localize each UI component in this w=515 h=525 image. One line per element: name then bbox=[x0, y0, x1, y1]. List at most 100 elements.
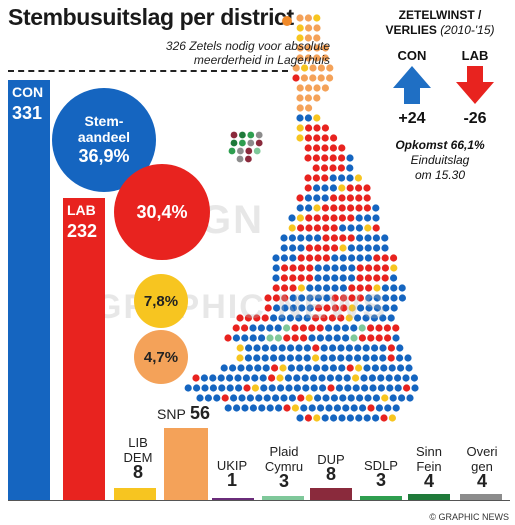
constituency-dot bbox=[363, 194, 371, 202]
constituency-dot bbox=[217, 374, 225, 382]
constituency-dot bbox=[192, 374, 200, 382]
party-sinnfein: Sinn Fein 4 bbox=[404, 444, 454, 491]
constituency-dot bbox=[356, 234, 364, 242]
constituency-dot bbox=[305, 394, 313, 402]
constituency-dot bbox=[322, 214, 330, 222]
constituency-dot bbox=[213, 394, 221, 402]
constituency-dot bbox=[339, 284, 347, 292]
credit: © GRAPHIC NEWS bbox=[429, 512, 509, 522]
constituency-dot bbox=[384, 334, 392, 342]
ni-constituency-dot bbox=[247, 139, 255, 147]
constituency-dot bbox=[296, 84, 304, 92]
constituency-dot bbox=[306, 304, 314, 312]
constituency-dot bbox=[348, 294, 356, 302]
constituency-dot bbox=[411, 384, 419, 392]
constituency-dot bbox=[330, 204, 338, 212]
constituency-dot bbox=[364, 254, 372, 262]
ni-constituency-dot bbox=[230, 131, 238, 139]
party-dup-seats: 8 bbox=[325, 464, 336, 484]
constituency-dot bbox=[288, 394, 296, 402]
arrow-down-icon bbox=[456, 66, 494, 104]
ni-constituency-dot bbox=[236, 155, 244, 163]
party-sinnfein-seats: 4 bbox=[423, 471, 434, 491]
constituency-dot bbox=[297, 244, 305, 252]
constituency-dot bbox=[270, 344, 278, 352]
constituency-dot bbox=[312, 164, 320, 172]
constituency-dot bbox=[313, 414, 321, 422]
constituency-dot bbox=[310, 374, 318, 382]
constituency-dot bbox=[304, 364, 312, 372]
constituency-dot bbox=[304, 134, 312, 142]
constituency-dot bbox=[356, 284, 364, 292]
constituency-dot bbox=[387, 314, 395, 322]
constituency-dot bbox=[272, 254, 280, 262]
party-snp-seats: 56 bbox=[190, 403, 211, 423]
constituency-dot bbox=[405, 364, 413, 372]
constituency-dot bbox=[380, 414, 388, 422]
constituency-dot bbox=[320, 344, 328, 352]
bar-lab-label: LAB 232 bbox=[63, 198, 105, 242]
vote-share-lab-value: 30,4% bbox=[136, 201, 188, 222]
constituency-dot bbox=[354, 344, 362, 352]
constituency-dot bbox=[364, 214, 372, 222]
constituency-dot bbox=[352, 384, 360, 392]
constituency-dot bbox=[343, 374, 351, 382]
constituency-dot bbox=[306, 294, 314, 302]
constituency-dot bbox=[320, 354, 328, 362]
constituency-dot bbox=[322, 244, 330, 252]
constituency-dot bbox=[333, 404, 341, 412]
constituency-dot bbox=[330, 214, 338, 222]
constituency-dot bbox=[193, 384, 201, 392]
constituency-dot bbox=[335, 374, 343, 382]
constituency-dot bbox=[283, 404, 291, 412]
constituency-dot bbox=[305, 224, 313, 232]
constituency-dot bbox=[204, 394, 212, 402]
constituency-dot bbox=[293, 374, 301, 382]
constituency-dot bbox=[281, 304, 289, 312]
constituency-dot bbox=[304, 194, 312, 202]
constituency-dot bbox=[323, 284, 331, 292]
constituency-dot bbox=[297, 254, 305, 262]
constituency-dot bbox=[352, 374, 360, 382]
constituency-dot bbox=[230, 394, 238, 402]
constituency-dot bbox=[304, 154, 312, 162]
constituency-dot bbox=[346, 174, 354, 182]
turnout: Opkomst 66,1% Einduitslag om 15.30 bbox=[370, 138, 510, 183]
constituency-dot bbox=[305, 124, 313, 132]
constituency-dot bbox=[348, 264, 356, 272]
turnout-line3: om 15.30 bbox=[414, 168, 466, 182]
constituency-dot bbox=[328, 314, 336, 322]
constituency-dot bbox=[296, 214, 304, 222]
constituency-dot bbox=[251, 384, 259, 392]
constituency-dot bbox=[330, 134, 338, 142]
constituency-dot bbox=[321, 184, 329, 192]
constituency-dot bbox=[331, 284, 339, 292]
constituency-dot bbox=[367, 404, 375, 412]
constituency-dot bbox=[340, 304, 348, 312]
constituency-dot bbox=[304, 144, 312, 152]
constituency-dot bbox=[382, 304, 390, 312]
constituency-dot bbox=[312, 354, 320, 362]
constituency-dot bbox=[330, 224, 338, 232]
constituency-dot bbox=[292, 64, 300, 72]
constituency-dot bbox=[304, 14, 312, 22]
party-plaid: Plaid Cymru 3 bbox=[256, 444, 312, 490]
constituency-dot bbox=[347, 214, 355, 222]
constituency-dot bbox=[354, 314, 362, 322]
constituency-dot bbox=[347, 204, 355, 212]
constituency-dot bbox=[330, 414, 338, 422]
constituency-dot bbox=[372, 414, 380, 422]
constituency-dot bbox=[264, 304, 272, 312]
constituency-dot bbox=[347, 394, 355, 402]
constituency-dot bbox=[280, 394, 288, 402]
constituency-dot bbox=[280, 274, 288, 282]
constituency-dot bbox=[318, 374, 326, 382]
vote-share-lab: 30,4% bbox=[114, 164, 210, 260]
constituency-dot bbox=[286, 354, 294, 362]
constituency-dot bbox=[236, 354, 244, 362]
constituency-dot bbox=[337, 344, 345, 352]
ni-constituency-dot bbox=[255, 139, 263, 147]
constituency-dot bbox=[323, 304, 331, 312]
constituency-dot bbox=[346, 414, 354, 422]
